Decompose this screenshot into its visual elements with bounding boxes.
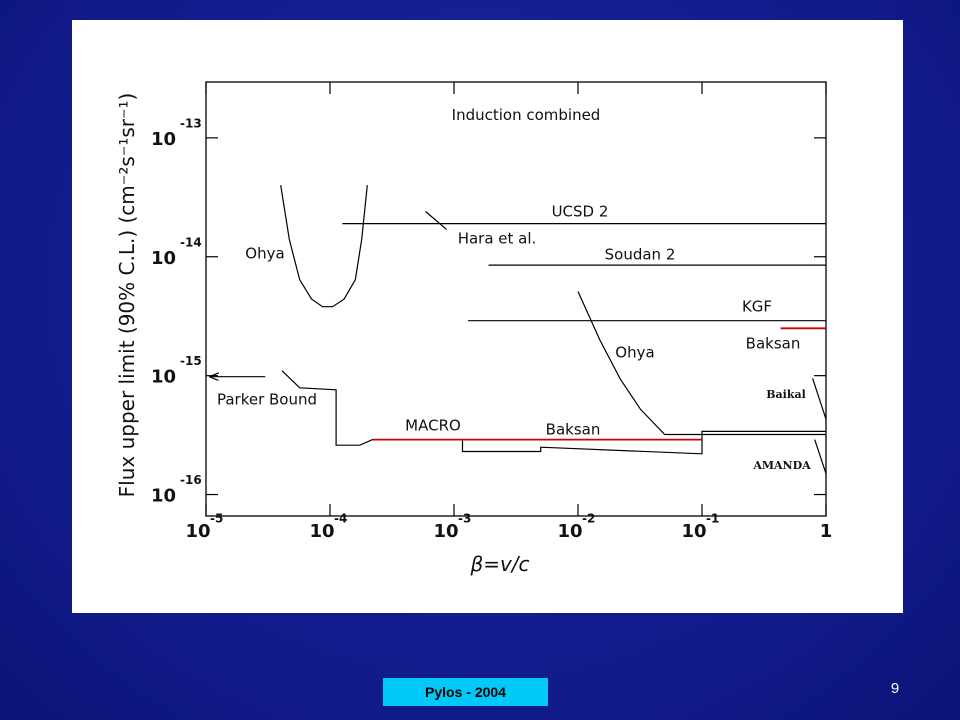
series-label: UCSD 2 [552,203,609,221]
series-line [280,185,368,308]
series-label: Baikal [766,388,806,401]
series-label: Ohya [615,344,654,362]
series-line [281,370,826,455]
y-tick-label: 10 [151,129,176,150]
y-tick-exponent: -14 [180,235,202,249]
series-line [425,211,447,230]
series-label: Baksan [746,335,801,353]
x-tick-label: 10 [185,521,210,542]
x-tick-exponent: -2 [582,512,595,526]
series-label: Parker Bound [217,391,317,409]
series-label: MACRO [405,417,461,435]
series-line [812,378,827,420]
plot-frame [205,81,827,517]
x-tick-label: 1 [820,521,833,542]
y-tick-exponent: -15 [180,354,202,368]
y-tick-label: 10 [151,486,176,507]
series-label: KGF [742,298,772,316]
series-label: Soudan 2 [605,246,676,264]
x-tick-label: 10 [557,521,582,542]
x-tick-exponent: -1 [706,512,719,526]
series-line [577,291,826,436]
footer: Pylos - 2004 [383,678,548,706]
x-tick-exponent: -4 [334,512,347,526]
y-axis-label: Flux upper limit (90% C.L.) (cm⁻²s⁻¹sr⁻¹… [115,93,139,498]
page-number: 9 [890,680,900,697]
y-tick-exponent: -13 [180,116,202,130]
x-tick-exponent: -5 [210,512,223,526]
series-label: Ohya [245,245,284,263]
annotation: Induction combined [452,106,601,124]
y-tick-label: 10 [151,248,176,269]
y-tick-label: 10 [151,367,176,388]
x-tick-label: 10 [433,521,458,542]
series-label: Hara et al. [458,230,537,248]
x-tick-label: 10 [309,521,334,542]
series-line [814,439,827,474]
x-tick-label: 10 [681,521,706,542]
chart-panel [72,20,903,613]
x-tick-exponent: -3 [458,512,471,526]
series-label: Baksan [546,421,601,439]
series-label: AMANDA [752,459,811,472]
y-tick-exponent: -16 [180,473,202,487]
x-axis-label: β=v/c [469,552,529,576]
